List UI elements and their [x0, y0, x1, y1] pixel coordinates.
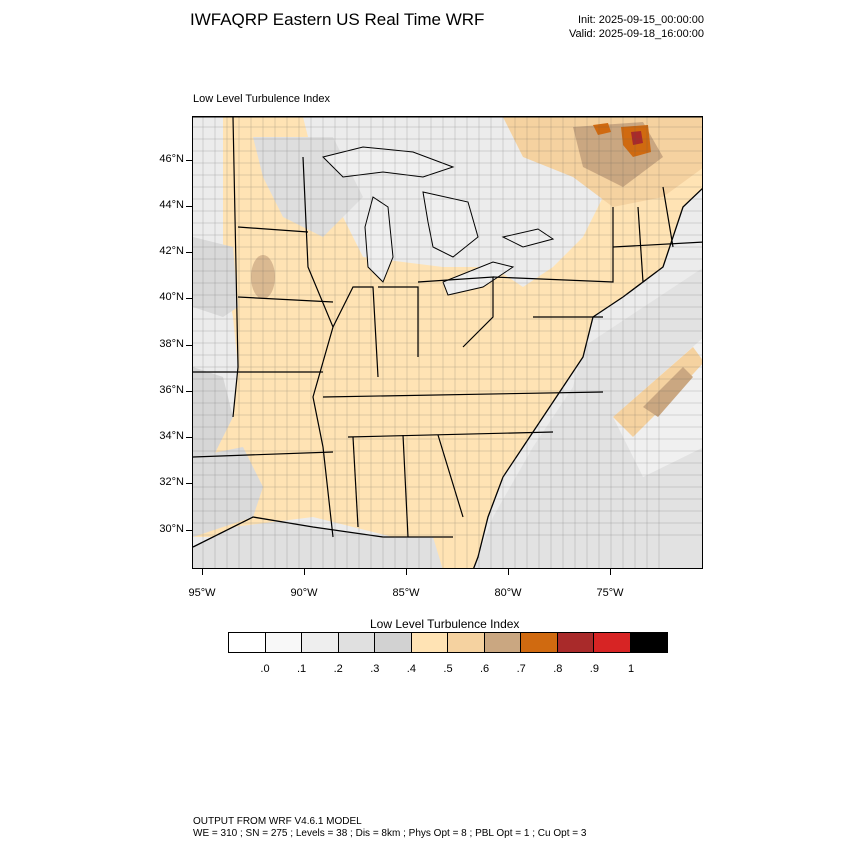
- init-time-label: Init: 2025-09-15_00:00:00: [578, 14, 704, 26]
- colorbar-box-11: [630, 633, 667, 652]
- colorbar-box-8: [521, 633, 558, 652]
- lon-tick: [610, 569, 611, 575]
- colorbar-title: Low Level Turbulence Index: [370, 617, 520, 631]
- lon-tick: [304, 569, 305, 575]
- colorbar-box-0: [229, 633, 266, 652]
- county-lines: [193, 117, 702, 568]
- colorbar-label: 1: [627, 663, 635, 675]
- lat-label-36: 36°N: [159, 384, 184, 396]
- colorbar-box-10: [594, 633, 631, 652]
- lon-label-85: 85°W: [392, 587, 420, 599]
- gulf-coastline: [193, 516, 453, 548]
- lat-tick: [186, 206, 192, 207]
- colorbar-label: .1: [297, 663, 307, 675]
- colorbar-box-1: [265, 633, 302, 652]
- colorbar-box-3: [338, 633, 375, 652]
- lat-label-46: 46°N: [159, 153, 184, 165]
- colorbar-label: .3: [370, 663, 380, 675]
- state-lines: [193, 117, 702, 538]
- colorbar-label: .7: [516, 663, 526, 675]
- map-graphic: [193, 117, 702, 568]
- model-output-label: OUTPUT FROM WRF V4.6.1 MODEL: [193, 816, 362, 827]
- colorbar-box-7: [484, 633, 521, 652]
- colorbar-label: .9: [589, 663, 599, 675]
- colorbar-box-6: [448, 633, 485, 652]
- colorbar-box-4: [375, 633, 412, 652]
- model-config-label: WE = 310 ; SN = 275 ; Levels = 38 ; Dis …: [193, 828, 587, 839]
- colorbar-box-5: [411, 633, 448, 652]
- colorbar-box-2: [302, 633, 339, 652]
- colorbar-label: .2: [333, 663, 343, 675]
- lat-tick: [186, 252, 192, 253]
- lat-label-42: 42°N: [159, 245, 184, 257]
- lake-huron: [422, 191, 479, 258]
- lon-label-95: 95°W: [188, 587, 216, 599]
- lake-ontario: [501, 228, 555, 248]
- lat-tick: [186, 437, 192, 438]
- lon-tick: [406, 569, 407, 575]
- lake-superior: [322, 146, 455, 178]
- lon-label-80: 80°W: [494, 587, 522, 599]
- gulf-field: [193, 517, 482, 568]
- lon-label-75: 75°W: [596, 587, 624, 599]
- lon-label-90: 90°W: [290, 587, 318, 599]
- lat-tick: [186, 345, 192, 346]
- lat-tick: [186, 483, 192, 484]
- lat-label-44: 44°N: [159, 199, 184, 211]
- colorbar: [228, 632, 668, 653]
- lat-tick: [186, 160, 192, 161]
- lat-label-40: 40°N: [159, 291, 184, 303]
- plot-title: IWFAQRP Eastern US Real Time WRF: [190, 10, 485, 29]
- lon-tick: [202, 569, 203, 575]
- lat-label-30: 30°N: [159, 523, 184, 535]
- colorbar-label: .5: [443, 663, 453, 675]
- colorbar-box-9: [557, 633, 594, 652]
- colorbar-label: .0: [260, 663, 270, 675]
- lat-label-38: 38°N: [159, 338, 184, 350]
- lat-tick: [186, 530, 192, 531]
- lat-label-32: 32°N: [159, 476, 184, 488]
- map-field-title: Low Level Turbulence Index: [193, 93, 330, 105]
- colorbar-label: .8: [553, 663, 563, 675]
- valid-time-label: Valid: 2025-09-18_16:00:00: [569, 28, 704, 40]
- lat-tick: [186, 391, 192, 392]
- lon-tick: [508, 569, 509, 575]
- turbulence-map: [192, 116, 703, 569]
- colorbar-label: .4: [406, 663, 416, 675]
- lat-tick: [186, 298, 192, 299]
- atlantic-field: [473, 268, 702, 568]
- lat-label-34: 34°N: [159, 430, 184, 442]
- colorbar-label: .6: [480, 663, 490, 675]
